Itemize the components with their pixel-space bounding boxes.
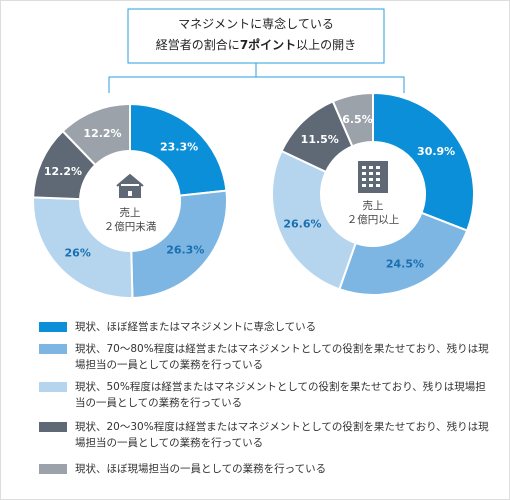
value-label: 12.2%	[44, 165, 82, 178]
value-label: 26.3%	[166, 243, 204, 256]
house-icon	[116, 173, 144, 198]
title-part: 経営者の割合に	[156, 37, 240, 52]
legend-swatch	[39, 344, 67, 354]
title-line: マネジメントに専念している	[178, 16, 334, 31]
value-label: 26%	[65, 247, 91, 260]
donut-slice	[372, 91, 475, 232]
value-label: 24.5%	[386, 258, 424, 271]
title-part: 7ポイント	[240, 37, 296, 52]
title-part: 以上の開き	[296, 38, 356, 52]
legend-swatch	[39, 464, 67, 474]
legend-label: 現状、ほぼ経営またはマネジメントに専念している	[75, 321, 317, 333]
legend-swatch	[39, 382, 67, 392]
value-label: 23.3%	[160, 140, 198, 153]
value-label: 12.2%	[83, 127, 121, 140]
donut-slice	[331, 91, 374, 148]
donut-slice	[129, 102, 228, 197]
value-label: 11.5%	[301, 133, 339, 146]
center-label: ２億円未満	[104, 220, 157, 233]
center-label: ２億円以上	[347, 213, 400, 226]
value-label: 30.9%	[417, 145, 455, 158]
title-box	[127, 8, 385, 64]
center-label: 売上	[120, 206, 141, 219]
legend-label: 現状、20～30%程度は経営またはマネジメントとしての役割を果たせており、残りは…	[75, 421, 489, 449]
donut-slice	[271, 149, 357, 291]
center-label: 売上	[363, 199, 384, 212]
donut-slice	[130, 189, 228, 299]
donut-slice	[61, 102, 131, 167]
charts: マネジメントに専念している 経営者の割合に7ポイント以上の開き 23.3% 26.…	[32, 8, 475, 299]
legend-swatch	[39, 422, 67, 432]
donut-slice	[32, 196, 134, 299]
value-label: 26.6%	[283, 217, 321, 230]
value-label: 6.5%	[342, 113, 373, 126]
legend-swatch	[39, 322, 67, 332]
donut-slice	[338, 211, 469, 296]
title-line: 経営者の割合に7ポイント以上の開き	[156, 37, 356, 52]
legend-label: 現状、ほぼ現場担当の一員としての業務を行っている	[75, 463, 327, 475]
legend-label: 現状、50%程度は経営またはマネジメントとしての役割を果たせており、残りは現場担…	[75, 381, 486, 409]
building-icon	[358, 161, 388, 193]
legend-label: 現状、70～80%程度は経営またはマネジメントとしての役割を果たせており、残りは…	[75, 343, 489, 371]
connector	[108, 63, 405, 93]
